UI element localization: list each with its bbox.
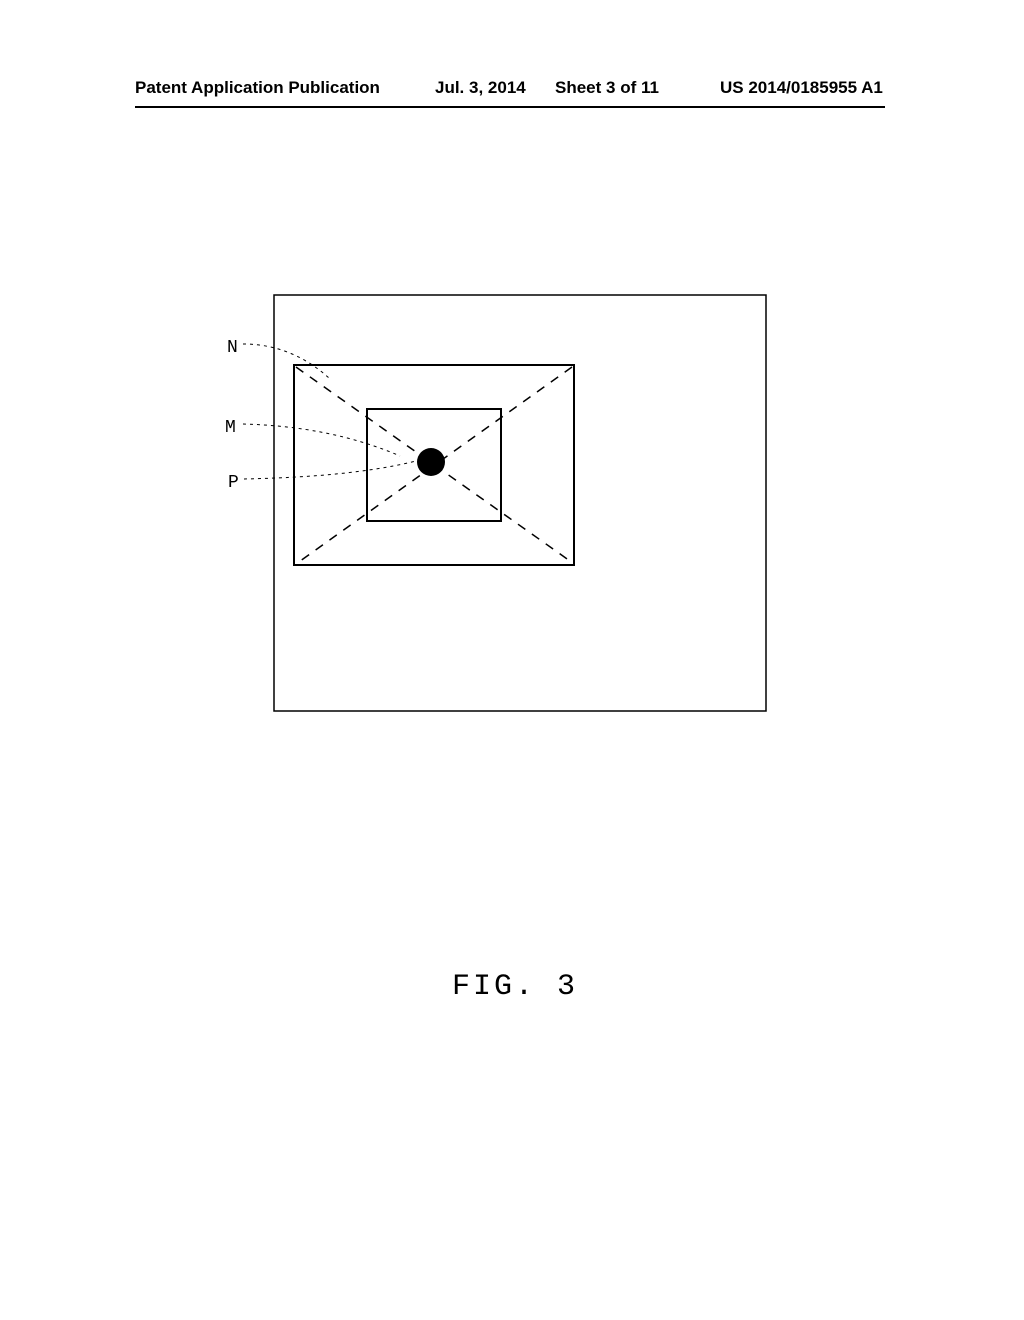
outer-frame-rect xyxy=(274,295,766,711)
center-dot-P xyxy=(417,448,445,476)
leader-P xyxy=(244,461,416,479)
label-M: M xyxy=(225,418,236,438)
figure-3-diagram: N M P FIG. 3 xyxy=(0,0,1024,1320)
label-N: N xyxy=(227,338,238,358)
leader-N xyxy=(243,344,329,378)
figure-caption: FIG. 3 xyxy=(452,970,578,1004)
label-P: P xyxy=(228,473,239,493)
leader-M xyxy=(243,424,400,456)
